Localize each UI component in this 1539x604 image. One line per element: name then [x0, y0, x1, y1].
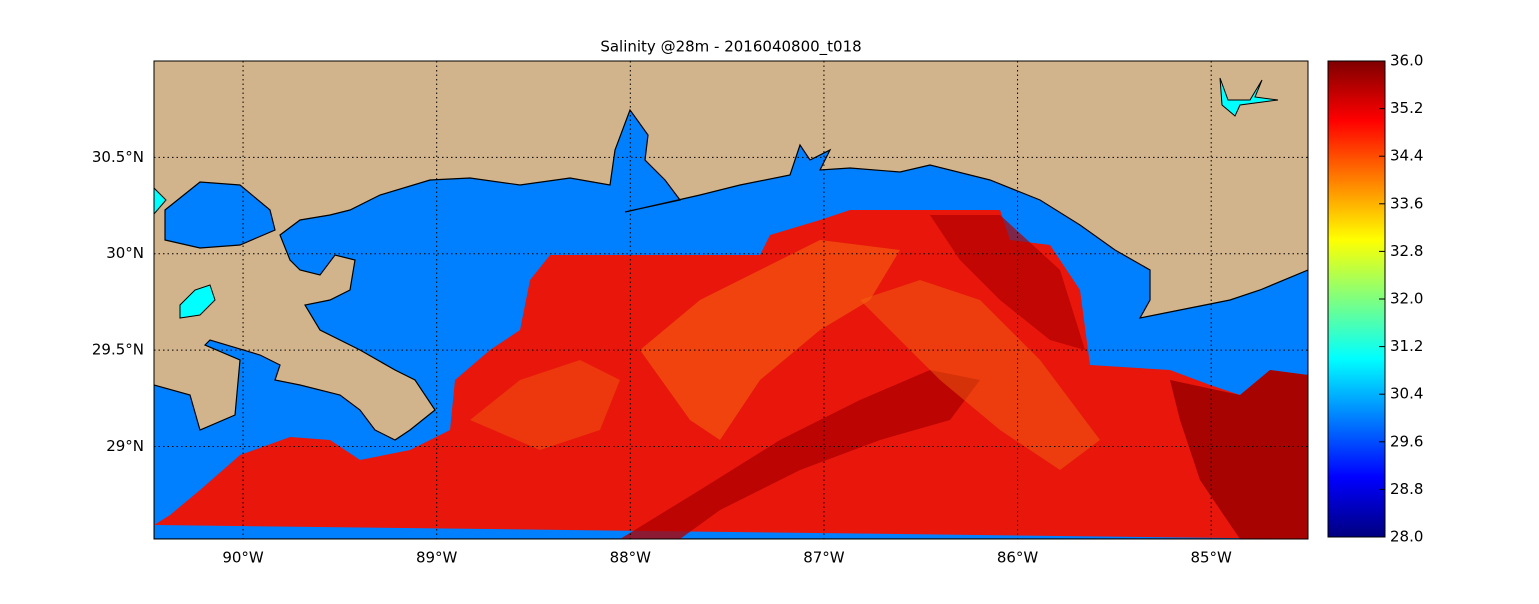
map [154, 61, 1308, 539]
colorbar-tick-label: 33.6 [1390, 194, 1423, 212]
salinity-high [1170, 370, 1308, 539]
lake [179, 284, 216, 319]
y-tick-label: 30°N [106, 244, 144, 262]
x-tick-label: 87°W [803, 549, 845, 567]
x-tick-label: 90°W [222, 549, 264, 567]
salinity-high [620, 370, 980, 539]
colorbar-tick-label: 36.0 [1390, 52, 1423, 70]
lake [154, 187, 167, 215]
x-tick-label: 88°W [610, 549, 652, 567]
salinity-low [860, 280, 1100, 470]
colorbar-tick-label: 28.8 [1390, 480, 1423, 498]
colorbar-tick-label: 28.0 [1390, 528, 1423, 546]
colorbar-tick-label: 35.2 [1390, 99, 1423, 117]
salinity-low [470, 360, 620, 450]
x-tick-label: 86°W [997, 549, 1039, 567]
colorbar-tick-label: 29.6 [1390, 432, 1423, 450]
chart-title: Salinity @28m - 2016040800_t018 [600, 38, 861, 57]
colorbar-tick-label: 30.4 [1390, 385, 1423, 403]
colorbar-tick-label: 32.8 [1390, 242, 1423, 260]
salinity-low [640, 240, 900, 440]
lake [164, 181, 276, 249]
y-tick-label: 29°N [106, 437, 144, 455]
colorbar-tick-label: 31.2 [1390, 337, 1423, 355]
plot-frame [153, 60, 1309, 540]
colorbar-tick-label: 34.4 [1390, 147, 1423, 165]
x-tick-label: 89°W [416, 549, 458, 567]
y-tick-label: 29.5°N [92, 341, 144, 359]
lake [1219, 77, 1279, 117]
y-tick-label: 30.5°N [92, 148, 144, 166]
x-tick-label: 85°W [1190, 549, 1232, 567]
salinity-high [930, 215, 1085, 350]
colorbar [1327, 60, 1386, 538]
colorbar-tick-label: 32.0 [1390, 290, 1423, 308]
